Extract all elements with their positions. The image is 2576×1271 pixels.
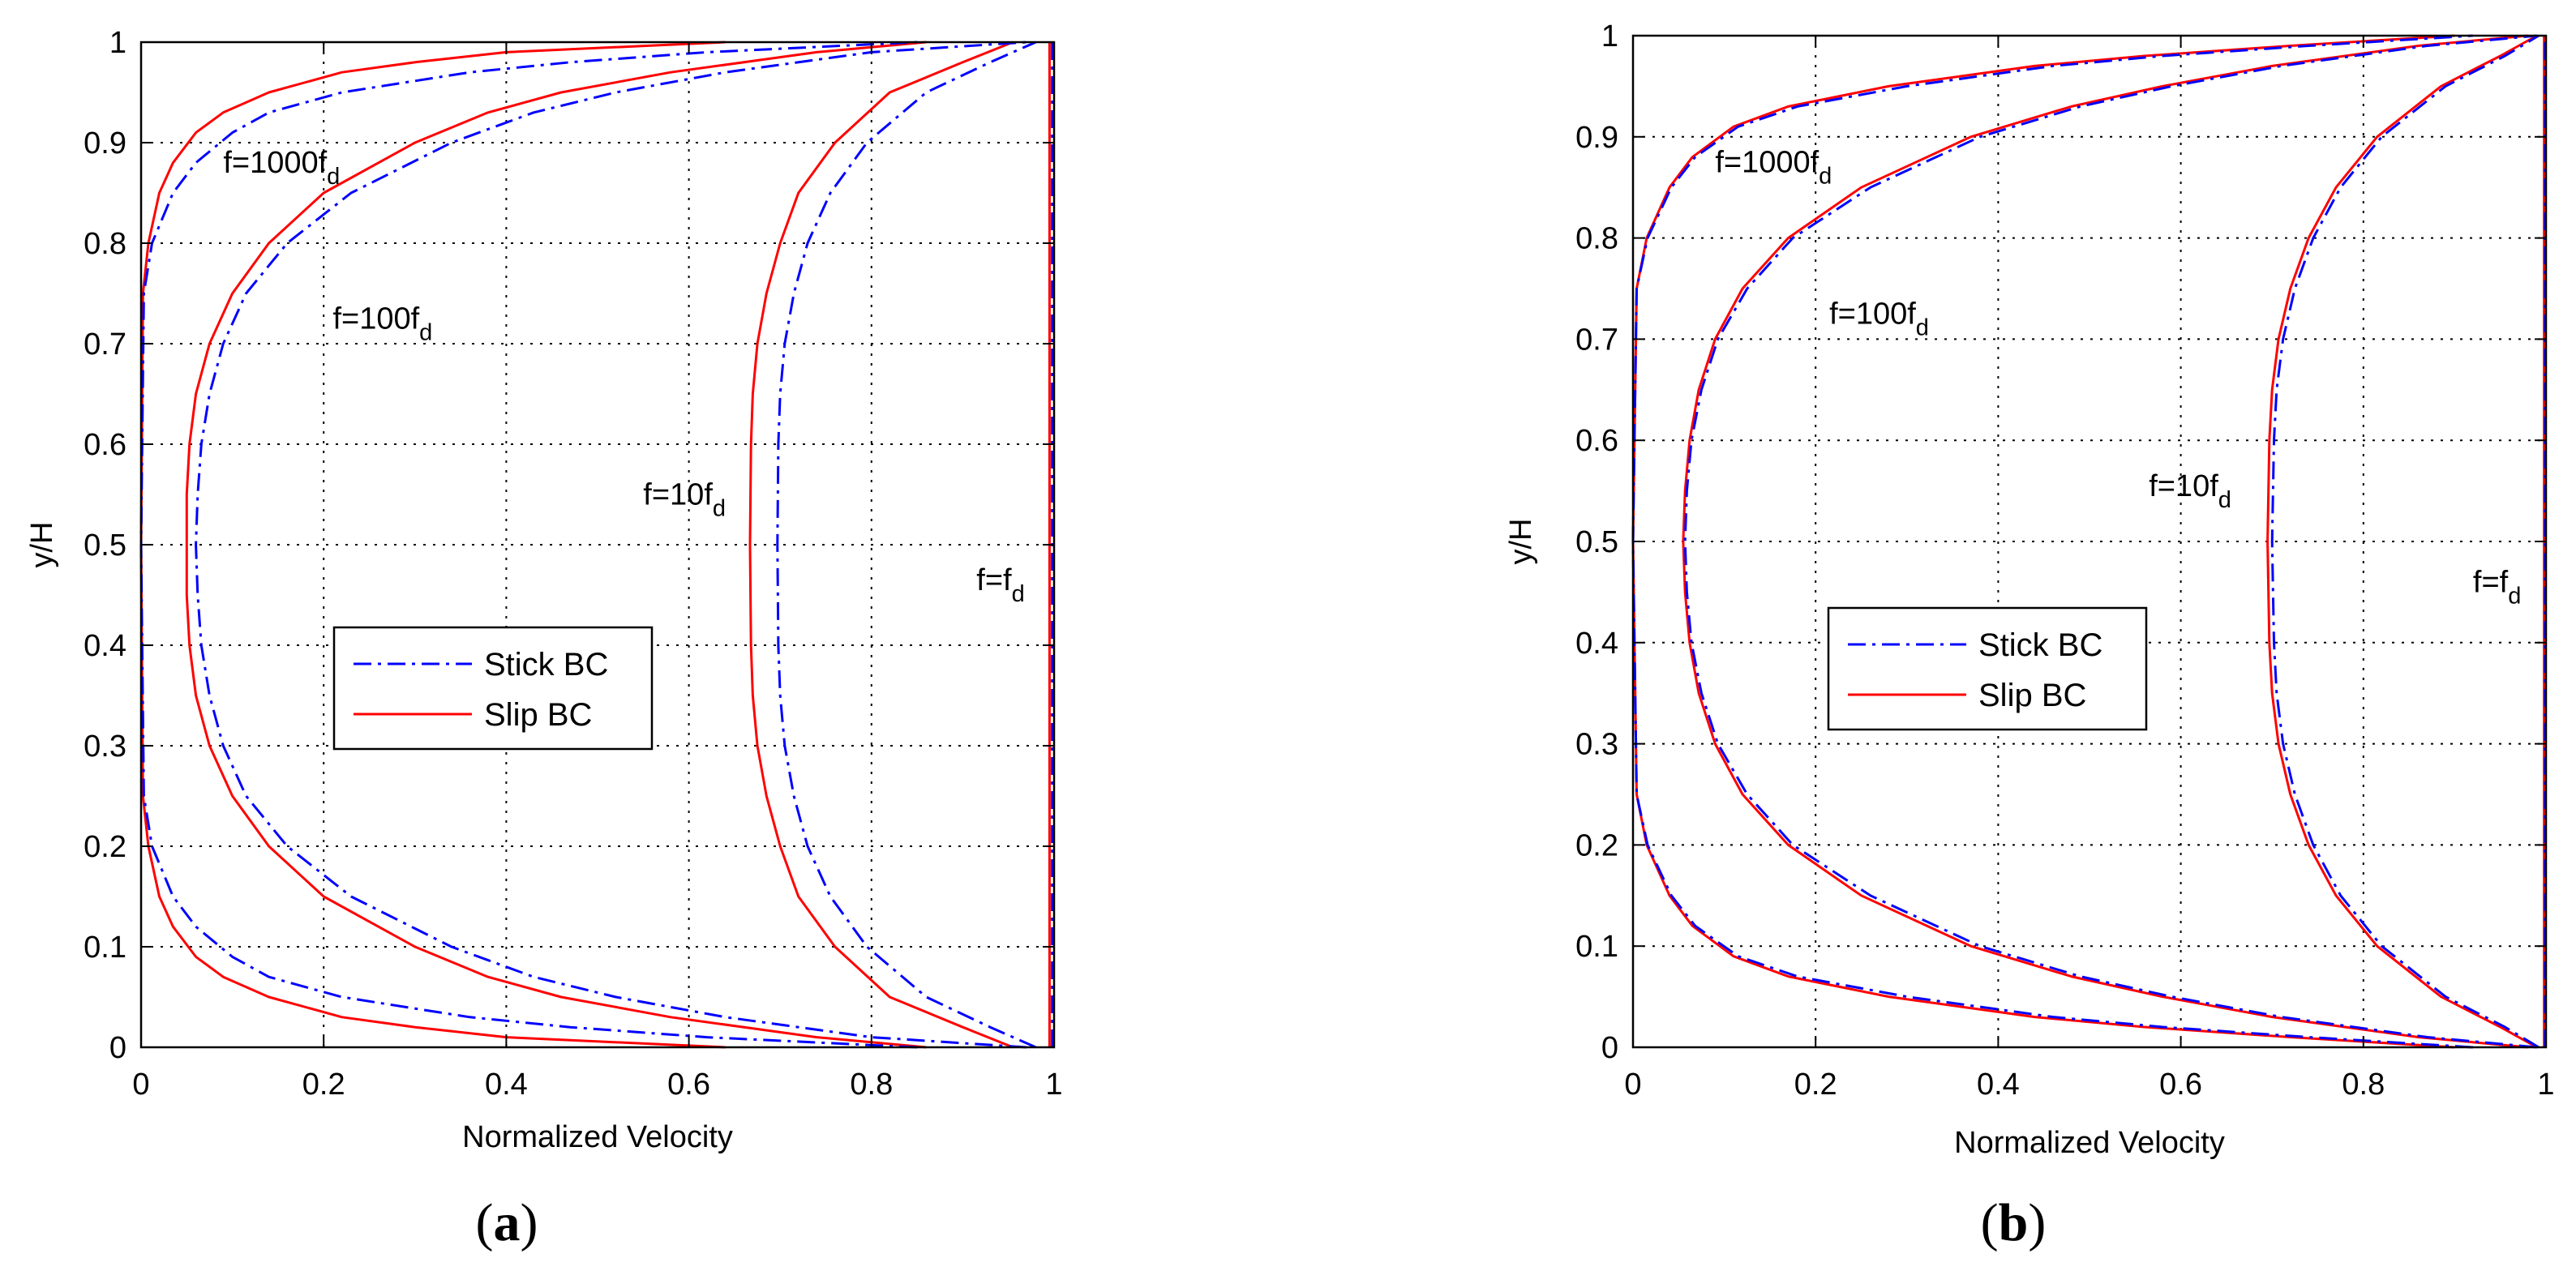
panel-label: (b) bbox=[1981, 1193, 2047, 1252]
y-tick-label: 0.1 bbox=[1575, 930, 1618, 964]
x-tick-label: 0 bbox=[132, 1068, 149, 1102]
x-tick-label: 0.4 bbox=[485, 1068, 528, 1102]
series-line-slip-2 bbox=[748, 41, 1014, 1049]
chart-panel-a: 0 0.2 0.4 0.6 0.8 1 0 0.1 0.2 0.3 0.4 0.5 0.6 0.7 0.8 0… bbox=[25, 26, 1063, 1252]
y-axis-label: y/H bbox=[25, 522, 59, 568]
curve-annotation: f=fd bbox=[976, 563, 1024, 607]
y-tick-label: 0.5 bbox=[1575, 525, 1618, 559]
y-tick-label: 0.9 bbox=[1575, 121, 1618, 155]
series-line-slip-4 bbox=[185, 41, 927, 1049]
y-tick-label: 0.3 bbox=[1575, 728, 1618, 762]
x-tick-label: 0.8 bbox=[850, 1068, 893, 1102]
curve-annotation: f=1000fd bbox=[223, 146, 340, 190]
legend-box bbox=[332, 626, 654, 751]
y-tick-label: 0.2 bbox=[1575, 828, 1618, 862]
x-axis-label: Normalized Velocity bbox=[462, 1120, 733, 1154]
legend-label: Stick BC bbox=[484, 647, 608, 683]
y-tick-label: 0 bbox=[1601, 1031, 1618, 1065]
series-line-slip-2 bbox=[2266, 34, 2538, 1049]
x-axis-label: Normalized Velocity bbox=[1954, 1126, 2225, 1160]
x-tick-label: 0.6 bbox=[667, 1068, 710, 1102]
curve-annotation: f=fd bbox=[2473, 565, 2521, 609]
x-tick-label: 0 bbox=[1624, 1068, 1641, 1102]
x-tick-label: 1 bbox=[1045, 1068, 1062, 1102]
y-tick-label: 0.6 bbox=[1575, 424, 1618, 458]
y-tick-label: 0 bbox=[109, 1031, 126, 1065]
legend: Stick BC Slip BC bbox=[332, 626, 654, 751]
series-line-stick-3 bbox=[776, 41, 1037, 1049]
curve-annotation: f=1000fd bbox=[1715, 145, 1832, 189]
x-tick-label: 0.8 bbox=[2342, 1068, 2385, 1102]
x-tick-label: 0.4 bbox=[1977, 1068, 2020, 1102]
curve-annotation: f=100fd bbox=[1829, 297, 1929, 341]
legend-label: Slip BC bbox=[1978, 678, 2086, 713]
legend-label: Slip BC bbox=[484, 697, 592, 733]
y-tick-label: 0.7 bbox=[84, 327, 126, 362]
chart-panel-b: 0 0.2 0.4 0.6 0.8 1 0 0.1 0.2 0.3 0.4 0.5 0.6 0.7 0.8 0… bbox=[1504, 19, 2555, 1252]
x-tick-label: 1 bbox=[2537, 1068, 2554, 1102]
legend-label: Stick BC bbox=[1978, 627, 2102, 663]
y-tick-label: 1 bbox=[1601, 19, 1618, 53]
curve-annotation: f=100fd bbox=[332, 302, 432, 345]
panel-label: (a) bbox=[476, 1193, 538, 1252]
y-tick-label: 0.1 bbox=[84, 931, 126, 965]
y-tick-label: 0.7 bbox=[1575, 323, 1618, 357]
y-tick-label: 0.6 bbox=[84, 428, 126, 462]
y-tick-label: 0.2 bbox=[84, 830, 126, 864]
curve-annotation: f=10fd bbox=[643, 477, 726, 521]
y-tick-label: 0.3 bbox=[84, 730, 126, 764]
legend-box bbox=[1827, 606, 2148, 731]
x-tick-label: 0.6 bbox=[2159, 1068, 2202, 1102]
series-line-slip-4 bbox=[1682, 34, 2528, 1049]
legend: Stick BC Slip BC bbox=[1827, 606, 2148, 731]
y-tick-label: 0.8 bbox=[1575, 222, 1618, 256]
x-tick-label: 0.2 bbox=[302, 1068, 345, 1102]
series-line-stick-5 bbox=[195, 41, 1027, 1049]
y-tick-label: 1 bbox=[109, 26, 126, 60]
y-axis-label: y/H bbox=[1504, 519, 1538, 565]
curve-annotation: f=10fd bbox=[2149, 469, 2231, 513]
y-tick-label: 0.9 bbox=[84, 126, 126, 160]
series-line-stick-3 bbox=[2270, 34, 2540, 1049]
x-tick-label: 0.2 bbox=[1794, 1068, 1837, 1102]
y-tick-label: 0.8 bbox=[84, 227, 126, 261]
y-tick-label: 0.4 bbox=[1575, 627, 1618, 661]
y-tick-label: 0.5 bbox=[84, 529, 126, 563]
series-line-stick-5 bbox=[1683, 34, 2537, 1049]
y-tick-label: 0.4 bbox=[84, 629, 126, 663]
